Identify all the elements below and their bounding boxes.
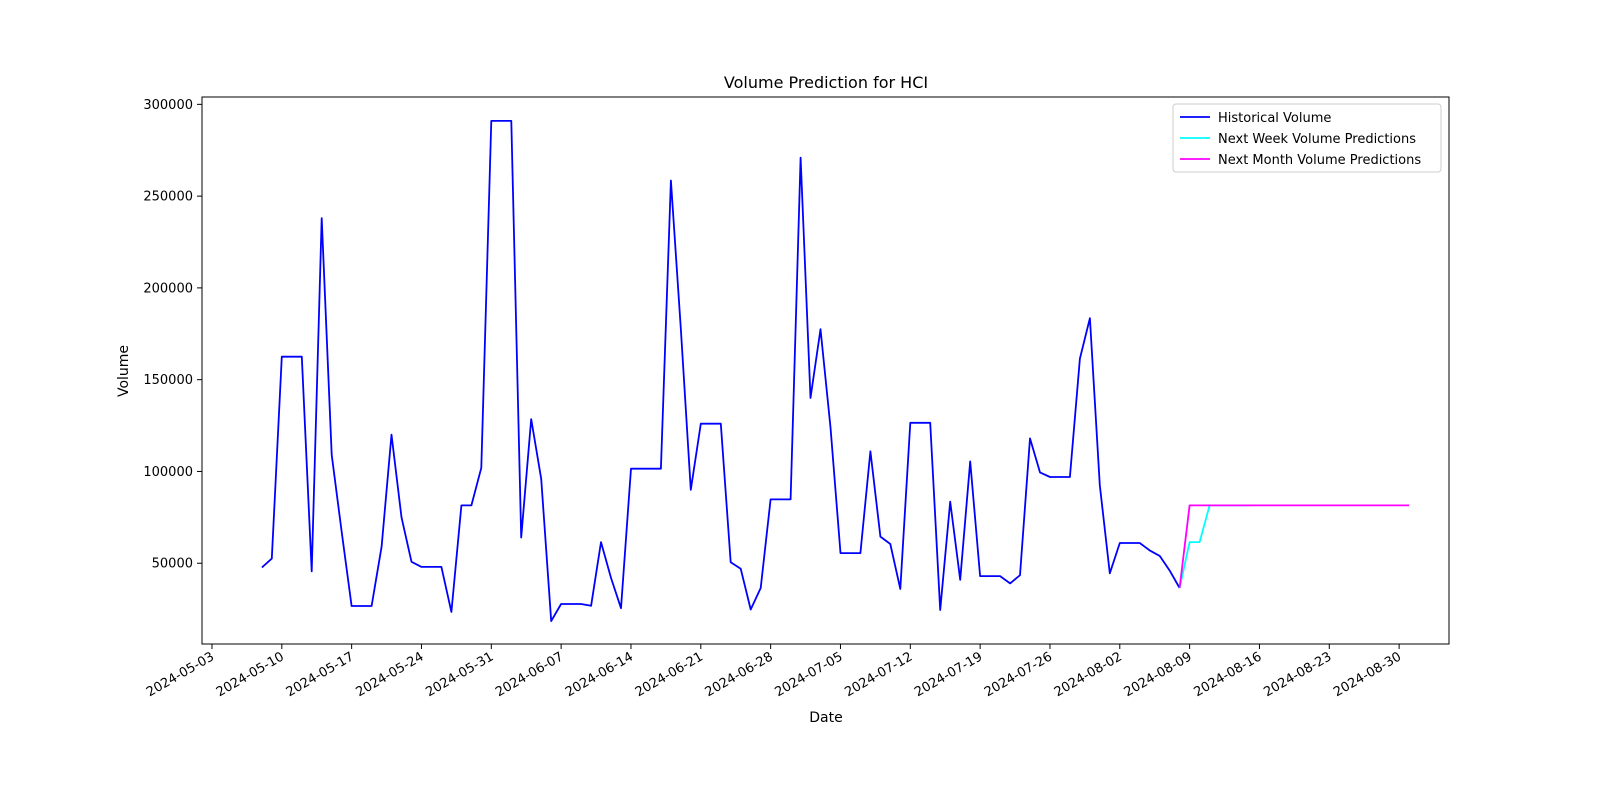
x-tick-label-8: 2024-06-21: [633, 649, 706, 700]
x-tick-label-4: 2024-05-24: [354, 649, 427, 700]
x-tick-label-7: 2024-06-14: [563, 649, 636, 700]
x-tick-label-5: 2024-05-31: [423, 649, 496, 700]
y-axis-label: Volume: [116, 345, 132, 397]
chart-title: Volume Prediction for HCI: [724, 73, 928, 92]
series-line-3: [1178, 504, 1410, 589]
x-tick-label-14: 2024-08-02: [1052, 649, 1125, 700]
x-tick-label-18: 2024-08-30: [1331, 649, 1404, 700]
x-axis: 2024-05-032024-05-102024-05-172024-05-24…: [144, 644, 1404, 700]
x-tick-label-9: 2024-06-28: [703, 649, 776, 700]
x-tick-label-3: 2024-05-17: [284, 649, 357, 700]
x-tick-label-15: 2024-08-09: [1122, 649, 1195, 700]
y-tick-label-3: 150000: [143, 373, 193, 388]
x-tick-label-2: 2024-05-10: [214, 649, 287, 700]
legend-label-2: Next Week Volume Predictions: [1218, 132, 1416, 147]
y-axis: 50000 100000 150000 200000 250000 300000: [143, 98, 202, 572]
series-layer: [261, 120, 1410, 622]
series-line-1: [261, 120, 1181, 622]
x-tick-label-11: 2024-07-12: [842, 649, 915, 700]
x-axis-label: Date: [809, 710, 842, 726]
x-tick-label-6: 2024-06-07: [493, 649, 566, 700]
x-tick-label-12: 2024-07-19: [912, 649, 985, 700]
legend: Historical Volume Next Week Volume Predic…: [1172, 103, 1442, 173]
legend-box: [1172, 103, 1442, 173]
series-line-2: [1178, 504, 1250, 589]
plot-frame: [201, 96, 1450, 645]
legend-label-3: Next Month Volume Predictions: [1218, 153, 1421, 168]
x-tick-label-10: 2024-07-05: [773, 649, 846, 700]
x-tick-label-13: 2024-07-26: [982, 649, 1055, 700]
y-tick-label-5: 250000: [143, 190, 193, 205]
y-tick-label-2: 100000: [143, 465, 193, 480]
y-tick-label-6: 300000: [143, 98, 193, 113]
x-tick-label-1: 2024-05-03: [144, 649, 217, 700]
x-tick-label-17: 2024-08-23: [1261, 649, 1334, 700]
y-tick-label-4: 200000: [143, 281, 193, 296]
x-tick-label-16: 2024-08-16: [1192, 649, 1265, 700]
y-tick-label-1: 50000: [152, 557, 193, 572]
legend-label-1: Historical Volume: [1218, 111, 1331, 126]
